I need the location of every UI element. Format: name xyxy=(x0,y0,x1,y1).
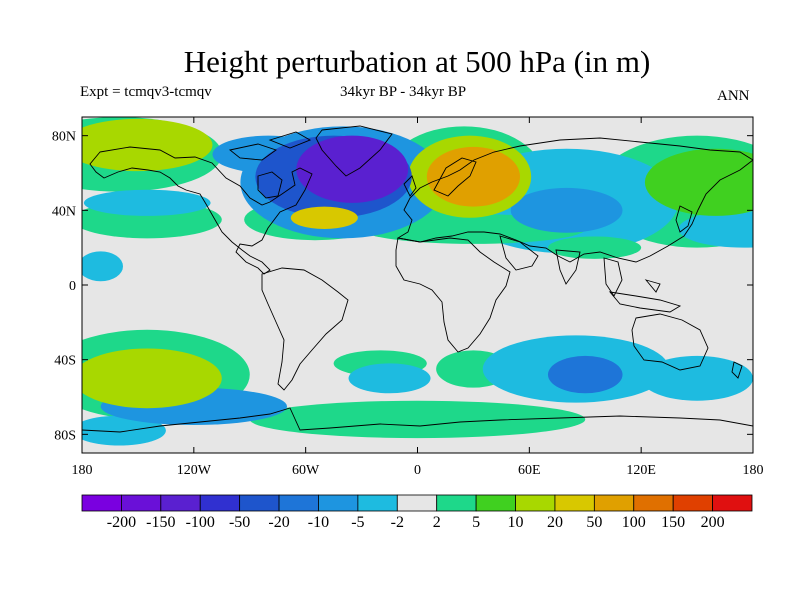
anomaly-region xyxy=(510,187,623,233)
colorbar-label: 50 xyxy=(586,514,602,531)
lon-tick-label: 120E xyxy=(626,463,656,478)
coast-new-zealand xyxy=(731,361,743,379)
colorbar-swatch xyxy=(633,494,674,512)
coast-arabia xyxy=(499,235,539,271)
lat-tick-label: 80N xyxy=(52,130,76,145)
coast-japan xyxy=(675,205,693,233)
season-label: ANN xyxy=(717,88,750,104)
anomaly-contours xyxy=(82,117,753,446)
colorbar-swatch xyxy=(515,494,556,512)
colorbar-swatch xyxy=(672,494,713,512)
colorbar-label: -20 xyxy=(268,514,289,531)
anomaly-region xyxy=(249,400,586,439)
colorbar-label: 150 xyxy=(661,514,685,531)
coast-greenland xyxy=(315,125,393,177)
anomaly-region xyxy=(82,118,213,172)
lat-tick-label: 0 xyxy=(69,279,76,294)
colorbar-swatch xyxy=(160,494,201,512)
coast-antarctica xyxy=(82,407,753,433)
colorbar-label: 100 xyxy=(622,514,646,531)
colorbar-label: -100 xyxy=(186,514,215,531)
lon-tick-label: 180 xyxy=(72,463,93,478)
coast-indonesia xyxy=(608,279,682,313)
colorbar-label: 20 xyxy=(547,514,563,531)
lon-tick-label: 120W xyxy=(177,463,212,478)
anomaly-region xyxy=(678,210,753,248)
coast-eurasia xyxy=(396,137,753,263)
plot-title: Height perturbation at 500 hPa (in m) xyxy=(183,44,651,79)
latitude-axis: 80N 40N 0 40S 80S xyxy=(52,130,753,443)
lat-tick-label: 40S xyxy=(54,354,76,369)
experiment-label: Expt = tcmqv3-tcmqv xyxy=(80,84,212,100)
longitude-axis: 180 120W 60W 0 60E 120E 180 xyxy=(72,117,764,478)
anomaly-region xyxy=(83,189,211,216)
coast-africa xyxy=(395,237,511,353)
colorbar-label: -150 xyxy=(146,514,175,531)
anomaly-region xyxy=(426,146,521,207)
lon-tick-label: 60E xyxy=(518,463,541,478)
lon-tick-label: 60W xyxy=(292,463,320,478)
colorbar-swatch xyxy=(318,494,359,512)
colorbar-label: 200 xyxy=(701,514,725,531)
colorbar-label: 2 xyxy=(433,514,441,531)
colorbar-swatch xyxy=(121,494,162,512)
colorbar-label: -50 xyxy=(229,514,250,531)
anomaly-region xyxy=(644,148,753,216)
colorbar-swatch xyxy=(239,494,280,512)
anomaly-region xyxy=(82,251,123,282)
period-label: 34kyr BP - 34kyr BP xyxy=(340,84,467,100)
anomaly-region xyxy=(348,363,431,394)
colorbar-swatch xyxy=(554,494,595,512)
colorbar-swatch xyxy=(278,494,319,512)
anomaly-region xyxy=(82,415,166,446)
colorbar: -200 -150 -100 -50 -20 -10 -5 -2 2 5 10 20 50 100 150 2… xyxy=(81,494,753,531)
coast-arctic-islands xyxy=(228,131,312,161)
lat-tick-label: 80S xyxy=(54,428,76,443)
colorbar-swatch xyxy=(436,494,477,512)
anomaly-region xyxy=(641,355,753,401)
colorbar-swatch xyxy=(593,494,635,512)
colorbar-swatch xyxy=(357,494,398,512)
colorbar-label: 10 xyxy=(508,514,524,531)
colorbar-label: -5 xyxy=(351,514,364,531)
coastlines xyxy=(82,125,753,433)
coast-india xyxy=(555,249,581,285)
colorbar-label: 5 xyxy=(472,514,480,531)
coast-north-america xyxy=(89,146,313,275)
coast-south-america xyxy=(261,267,349,391)
coast-scandinavia xyxy=(433,157,477,197)
lon-tick-label: 0 xyxy=(414,463,421,478)
colorbar-swatch xyxy=(712,494,753,512)
anomaly-region xyxy=(290,206,358,229)
coast-indochina xyxy=(603,257,623,297)
anomaly-region xyxy=(547,236,642,259)
lon-tick-label: 180 xyxy=(743,463,764,478)
coast-uk xyxy=(403,175,417,197)
colorbar-label: -200 xyxy=(107,514,136,531)
coast-australia xyxy=(631,313,709,371)
coast-hudson-bay xyxy=(257,171,283,199)
colorbar-label: -2 xyxy=(391,514,404,531)
colorbar-swatch xyxy=(81,494,122,512)
anomaly-region xyxy=(82,348,222,409)
colorbar-swatch xyxy=(396,494,438,512)
anomaly-region xyxy=(547,355,623,394)
colorbar-swatch xyxy=(475,494,516,512)
colorbar-label: -10 xyxy=(308,514,329,531)
anomaly-region xyxy=(296,135,409,203)
map-plot-area xyxy=(82,117,753,453)
colorbar-swatch xyxy=(199,494,241,512)
lat-tick-label: 40N xyxy=(52,204,76,219)
